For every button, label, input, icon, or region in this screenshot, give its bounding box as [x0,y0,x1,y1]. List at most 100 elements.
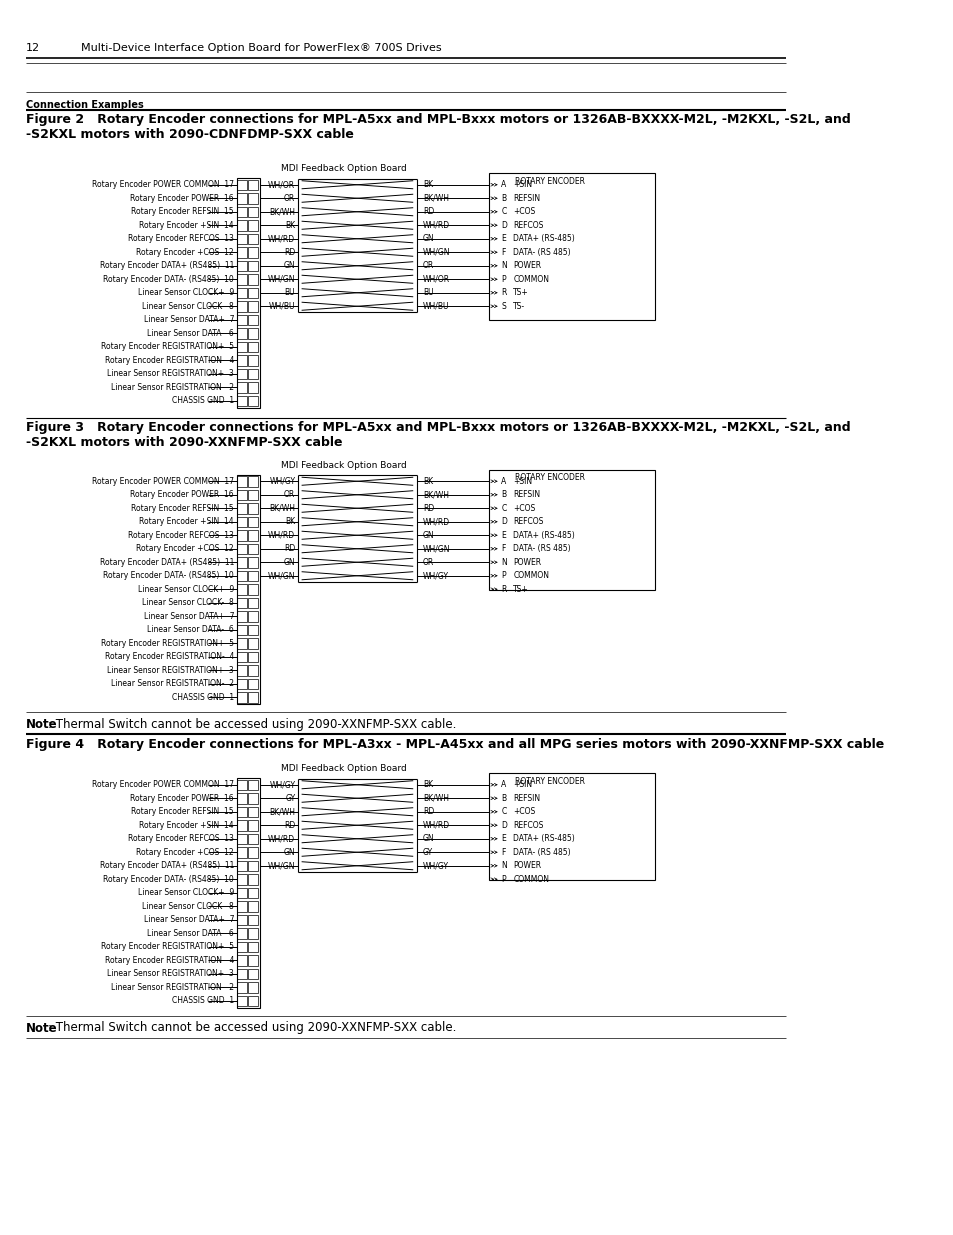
Text: GY: GY [285,794,295,803]
Text: TS+: TS+ [513,288,528,298]
Text: GN: GN [283,262,295,270]
Text: POWER: POWER [513,262,540,270]
Text: WH/RD: WH/RD [268,235,295,243]
Text: RD: RD [422,207,434,216]
Bar [248,968,257,979]
Text: BU: BU [284,288,295,298]
Bar [237,193,247,204]
Text: RD: RD [284,545,295,553]
Text: RD: RD [284,248,295,257]
Bar [237,902,247,911]
Text: ROTARY ENCODER: ROTARY ENCODER [515,473,584,483]
Text: R: R [500,288,506,298]
Bar [237,834,247,844]
Text: WH/RD: WH/RD [422,821,450,830]
Text: Figure 3   Rotary Encoder connections for MPL-A5xx and MPL-Bxxx motors or 1326AB: Figure 3 Rotary Encoder connections for … [26,421,849,450]
Text: Rotary Encoder REGISTRATION+  5: Rotary Encoder REGISTRATION+ 5 [101,942,233,951]
Text: REFSIN: REFSIN [513,194,539,203]
Text: Linear Sensor DATA-  6: Linear Sensor DATA- 6 [147,929,233,937]
Bar [237,571,247,580]
Text: WH/GY: WH/GY [269,477,295,485]
Bar [248,557,257,568]
Text: Rotary Encoder REFSIN  15: Rotary Encoder REFSIN 15 [132,808,233,816]
Text: RD: RD [422,504,434,513]
Bar [237,368,247,379]
Text: E: E [500,835,505,844]
Text: Rotary Encoder DATA+ (RS485)  11: Rotary Encoder DATA+ (RS485) 11 [99,558,233,567]
Bar [248,247,257,258]
Bar [237,261,247,270]
Bar [237,806,247,818]
Text: DATA- (RS 485): DATA- (RS 485) [513,248,570,257]
Bar [237,652,247,662]
Bar [248,995,257,1007]
Bar [237,927,247,939]
Text: CHASSIS GND  1: CHASSIS GND 1 [172,396,233,405]
Text: S: S [500,301,505,311]
Text: BK/WH: BK/WH [422,490,449,499]
Text: Rotary Encoder REFCOS  13: Rotary Encoder REFCOS 13 [128,235,233,243]
Text: BK/WH: BK/WH [269,207,295,216]
Text: B: B [500,194,506,203]
Bar [248,475,257,487]
Text: Rotary Encoder DATA+ (RS485)  11: Rotary Encoder DATA+ (RS485) 11 [99,861,233,871]
Bar [248,584,257,594]
Text: Rotary Encoder +COS  12: Rotary Encoder +COS 12 [136,847,233,857]
Text: OR: OR [422,558,434,567]
Text: N: N [500,262,506,270]
Bar [237,395,247,406]
Text: C: C [500,207,506,216]
Text: WH/GN: WH/GN [268,861,295,871]
Bar [248,955,257,966]
Bar [489,173,655,320]
Text: DATA- (RS 485): DATA- (RS 485) [513,847,570,857]
Bar [489,773,655,879]
Text: WH/GY: WH/GY [422,861,449,871]
Bar [248,368,257,379]
Bar [237,874,247,884]
Text: Rotary Encoder +SIN  14: Rotary Encoder +SIN 14 [139,221,233,230]
Text: Linear Sensor DATA-  6: Linear Sensor DATA- 6 [147,625,233,635]
Bar [248,315,257,325]
Text: Rotary Encoder POWER  16: Rotary Encoder POWER 16 [131,194,233,203]
Text: A: A [500,477,506,485]
Text: BK: BK [285,221,295,230]
Bar [237,941,247,952]
Text: Figure 4   Rotary Encoder connections for MPL-A3xx - MPL-A45xx and all MPG serie: Figure 4 Rotary Encoder connections for … [26,739,882,751]
Bar [248,652,257,662]
Text: BK: BK [285,517,295,526]
Text: REFCOS: REFCOS [513,821,543,830]
Text: GY: GY [422,847,433,857]
Text: Linear Sensor CLOCK-  8: Linear Sensor CLOCK- 8 [142,301,233,311]
Text: Rotary Encoder +SIN  14: Rotary Encoder +SIN 14 [139,517,233,526]
Text: Multi-Device Interface Option Board for PowerFlex® 700S Drives: Multi-Device Interface Option Board for … [81,43,441,53]
Text: BK: BK [422,180,433,189]
Text: GN: GN [422,531,435,540]
Text: WH/RD: WH/RD [268,531,295,540]
Text: Linear Sensor CLOCK-  8: Linear Sensor CLOCK- 8 [142,902,233,910]
Bar [248,301,257,311]
Bar [248,261,257,270]
Bar [248,516,257,527]
Text: +COS: +COS [513,808,535,816]
Text: +COS: +COS [513,207,535,216]
Bar [237,206,247,217]
Text: TS+: TS+ [513,584,528,594]
Text: ROTARY ENCODER: ROTARY ENCODER [515,177,584,186]
Bar [237,779,247,790]
Text: ROTARY ENCODER: ROTARY ENCODER [515,777,584,785]
Bar [237,543,247,555]
Text: BK: BK [422,781,433,789]
Text: Rotary Encoder POWER COMMON  17: Rotary Encoder POWER COMMON 17 [91,781,233,789]
Text: GN: GN [422,835,435,844]
Bar [237,503,247,514]
Bar [248,543,257,555]
Text: : Thermal Switch cannot be accessed using 2090-XXNFMP-SXX cable.: : Thermal Switch cannot be accessed usin… [48,718,456,731]
Text: WH/GN: WH/GN [422,248,450,257]
Text: TS-: TS- [513,301,525,311]
Text: Linear Sensor CLOCK+  9: Linear Sensor CLOCK+ 9 [137,584,233,594]
Bar [248,941,257,952]
Bar [237,329,247,338]
Bar [248,611,257,621]
Bar [237,274,247,284]
